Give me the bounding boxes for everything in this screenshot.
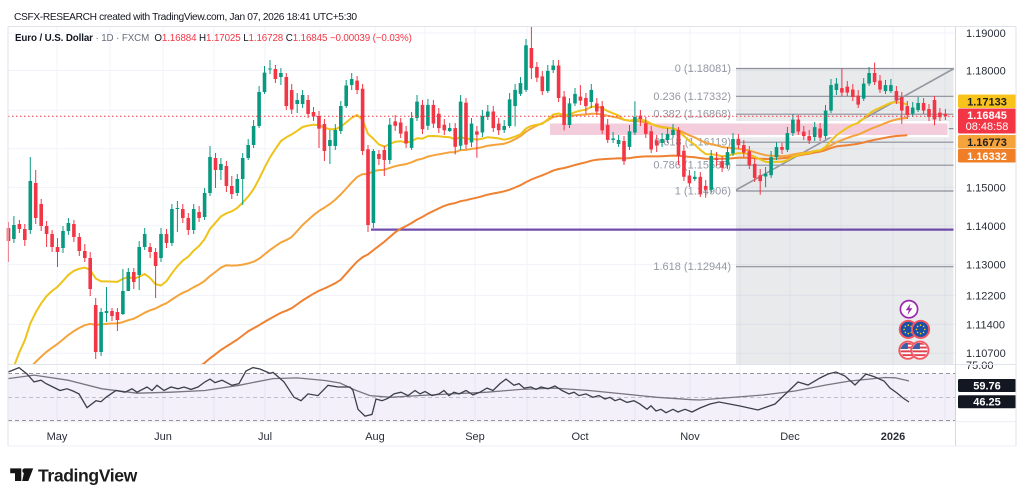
- svg-text:0.786 (1.15585): 0.786 (1.15585): [653, 160, 731, 172]
- svg-text:Nov: Nov: [680, 431, 700, 443]
- svg-text:May: May: [47, 431, 68, 443]
- svg-text:75.00: 75.00: [966, 360, 994, 372]
- svg-text:0 (1.18081): 0 (1.18081): [675, 63, 731, 75]
- svg-text:1.16332: 1.16332: [967, 151, 1007, 163]
- svg-text:Euro / U.S. Dollar · 1D · FXCM: Euro / U.S. Dollar · 1D · FXCM O1.16884 …: [15, 33, 412, 44]
- svg-text:46.25: 46.25: [973, 397, 1001, 409]
- svg-text:1.18000: 1.18000: [966, 66, 1006, 78]
- svg-text:TradingView: TradingView: [38, 466, 138, 486]
- svg-text:1.11400: 1.11400: [966, 319, 1005, 331]
- svg-text:Aug: Aug: [365, 431, 385, 443]
- svg-text:1.13000: 1.13000: [966, 260, 1006, 272]
- svg-text:2026: 2026: [881, 431, 905, 443]
- svg-text:1.16845: 1.16845: [967, 110, 1007, 122]
- svg-text:1.10700: 1.10700: [966, 348, 1006, 360]
- svg-text:1 (1.14906): 1 (1.14906): [675, 186, 731, 198]
- svg-text:1.16773: 1.16773: [967, 137, 1007, 149]
- svg-text:0.236 (1.17332): 0.236 (1.17332): [653, 91, 731, 103]
- svg-text:1.15000: 1.15000: [966, 182, 1006, 194]
- svg-text:08:48:58: 08:48:58: [966, 121, 1009, 133]
- svg-text:59.76: 59.76: [973, 381, 1001, 393]
- svg-text:Oct: Oct: [571, 431, 588, 443]
- svg-text:0.382 (1.16868): 0.382 (1.16868): [653, 109, 731, 121]
- svg-text:Dec: Dec: [780, 431, 800, 443]
- svg-text:1.14000: 1.14000: [966, 221, 1006, 233]
- svg-text:CSFX-RESEARCH created with Tra: CSFX-RESEARCH created with TradingView.c…: [14, 12, 357, 23]
- svg-text:1.12200: 1.12200: [966, 290, 1006, 302]
- svg-text:1.19000: 1.19000: [966, 28, 1006, 40]
- svg-text:Sep: Sep: [465, 431, 485, 443]
- svg-text:Jul: Jul: [258, 431, 272, 443]
- svg-text:Jun: Jun: [154, 431, 172, 443]
- svg-text:1.17133: 1.17133: [967, 96, 1007, 108]
- svg-text:1.618 (1.12944): 1.618 (1.12944): [653, 261, 731, 273]
